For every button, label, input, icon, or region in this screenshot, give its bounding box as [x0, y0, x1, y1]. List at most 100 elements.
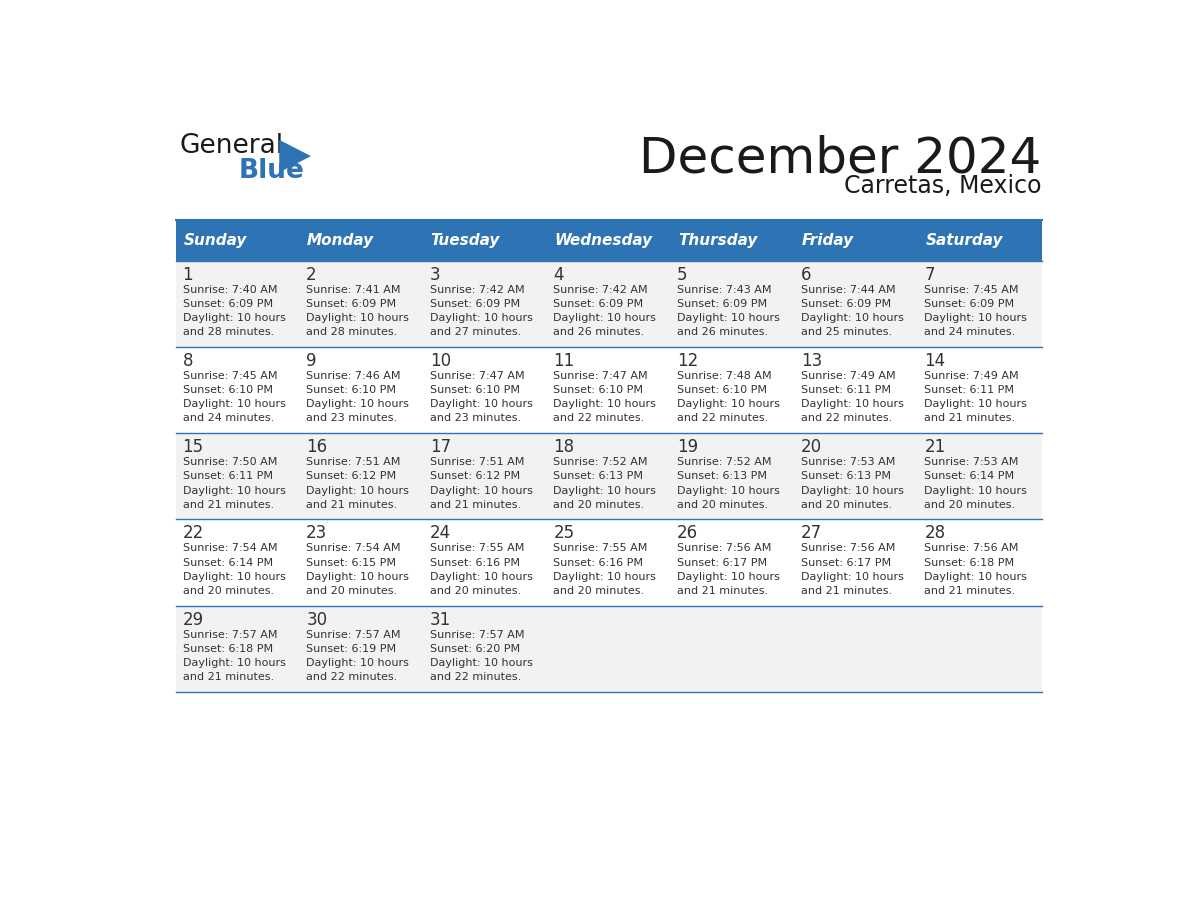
Text: Sunrise: 7:45 AM: Sunrise: 7:45 AM — [924, 285, 1019, 295]
Text: and 26 minutes.: and 26 minutes. — [554, 327, 645, 337]
Text: Sunrise: 7:57 AM: Sunrise: 7:57 AM — [183, 630, 277, 640]
Text: Sunrise: 7:47 AM: Sunrise: 7:47 AM — [430, 371, 524, 381]
Text: Sunset: 6:09 PM: Sunset: 6:09 PM — [677, 299, 767, 308]
Bar — [299, 433, 423, 520]
Bar — [176, 261, 299, 347]
Text: and 20 minutes.: and 20 minutes. — [554, 586, 645, 596]
Text: Sunset: 6:11 PM: Sunset: 6:11 PM — [924, 386, 1015, 395]
Text: Daylight: 10 hours: Daylight: 10 hours — [430, 572, 532, 582]
Text: Sunrise: 7:41 AM: Sunrise: 7:41 AM — [307, 285, 400, 295]
Text: Daylight: 10 hours: Daylight: 10 hours — [430, 399, 532, 409]
Text: and 22 minutes.: and 22 minutes. — [677, 413, 769, 423]
Text: Daylight: 10 hours: Daylight: 10 hours — [430, 658, 532, 668]
Text: and 20 minutes.: and 20 minutes. — [677, 499, 769, 509]
Bar — [546, 219, 671, 261]
Text: Sunset: 6:18 PM: Sunset: 6:18 PM — [183, 644, 273, 654]
Text: Sunrise: 7:50 AM: Sunrise: 7:50 AM — [183, 457, 277, 467]
Text: 9: 9 — [307, 352, 317, 370]
Text: Sunrise: 7:53 AM: Sunrise: 7:53 AM — [924, 457, 1019, 467]
Text: Sunset: 6:13 PM: Sunset: 6:13 PM — [801, 471, 891, 481]
Bar — [299, 520, 423, 606]
Text: and 23 minutes.: and 23 minutes. — [430, 413, 522, 423]
Text: and 21 minutes.: and 21 minutes. — [801, 586, 892, 596]
Text: Daylight: 10 hours: Daylight: 10 hours — [677, 486, 781, 496]
Bar — [546, 261, 671, 347]
Text: Daylight: 10 hours: Daylight: 10 hours — [307, 399, 409, 409]
Bar — [918, 520, 1042, 606]
Text: Sunset: 6:09 PM: Sunset: 6:09 PM — [554, 299, 644, 308]
Text: Monday: Monday — [308, 233, 374, 248]
Text: Blue: Blue — [239, 158, 304, 185]
Text: 8: 8 — [183, 352, 194, 370]
Text: and 20 minutes.: and 20 minutes. — [924, 499, 1016, 509]
Text: General: General — [179, 133, 284, 159]
Text: Daylight: 10 hours: Daylight: 10 hours — [430, 313, 532, 323]
Bar — [918, 433, 1042, 520]
Text: Daylight: 10 hours: Daylight: 10 hours — [430, 486, 532, 496]
Text: Sunset: 6:14 PM: Sunset: 6:14 PM — [924, 471, 1015, 481]
Text: 4: 4 — [554, 265, 564, 284]
Bar — [918, 261, 1042, 347]
Bar — [423, 606, 546, 692]
Text: Sunset: 6:19 PM: Sunset: 6:19 PM — [307, 644, 397, 654]
Text: Daylight: 10 hours: Daylight: 10 hours — [183, 572, 285, 582]
Text: Daylight: 10 hours: Daylight: 10 hours — [307, 313, 409, 323]
Text: 20: 20 — [801, 438, 822, 456]
Text: Sunrise: 7:57 AM: Sunrise: 7:57 AM — [430, 630, 524, 640]
Text: and 21 minutes.: and 21 minutes. — [677, 586, 769, 596]
Bar — [671, 520, 795, 606]
Text: 17: 17 — [430, 438, 451, 456]
Text: and 26 minutes.: and 26 minutes. — [677, 327, 769, 337]
Text: Sunday: Sunday — [183, 233, 247, 248]
Text: and 20 minutes.: and 20 minutes. — [183, 586, 273, 596]
Text: 6: 6 — [801, 265, 811, 284]
Text: and 22 minutes.: and 22 minutes. — [307, 672, 398, 682]
Text: Sunrise: 7:48 AM: Sunrise: 7:48 AM — [677, 371, 772, 381]
Text: Daylight: 10 hours: Daylight: 10 hours — [801, 486, 904, 496]
Text: Sunrise: 7:55 AM: Sunrise: 7:55 AM — [430, 543, 524, 554]
Text: Sunrise: 7:51 AM: Sunrise: 7:51 AM — [430, 457, 524, 467]
Text: Daylight: 10 hours: Daylight: 10 hours — [801, 399, 904, 409]
Text: and 22 minutes.: and 22 minutes. — [554, 413, 645, 423]
Bar — [795, 520, 918, 606]
Text: 16: 16 — [307, 438, 328, 456]
Text: Daylight: 10 hours: Daylight: 10 hours — [924, 572, 1028, 582]
Text: Sunset: 6:10 PM: Sunset: 6:10 PM — [183, 386, 272, 395]
Text: 3: 3 — [430, 265, 441, 284]
Text: Sunrise: 7:57 AM: Sunrise: 7:57 AM — [307, 630, 400, 640]
Bar — [176, 347, 299, 433]
Bar — [423, 520, 546, 606]
Text: Daylight: 10 hours: Daylight: 10 hours — [801, 313, 904, 323]
Text: Wednesday: Wednesday — [555, 233, 652, 248]
Bar — [176, 606, 299, 692]
Text: 19: 19 — [677, 438, 699, 456]
Bar — [918, 347, 1042, 433]
Text: 29: 29 — [183, 610, 203, 629]
Bar — [795, 606, 918, 692]
Text: Sunrise: 7:47 AM: Sunrise: 7:47 AM — [554, 371, 649, 381]
Text: and 21 minutes.: and 21 minutes. — [183, 672, 273, 682]
Text: 14: 14 — [924, 352, 946, 370]
Text: 30: 30 — [307, 610, 328, 629]
Text: and 21 minutes.: and 21 minutes. — [307, 499, 397, 509]
Text: Sunset: 6:16 PM: Sunset: 6:16 PM — [554, 557, 644, 567]
Text: and 20 minutes.: and 20 minutes. — [554, 499, 645, 509]
Bar — [423, 261, 546, 347]
Text: Sunrise: 7:56 AM: Sunrise: 7:56 AM — [677, 543, 771, 554]
Text: 25: 25 — [554, 524, 575, 543]
Text: Sunrise: 7:55 AM: Sunrise: 7:55 AM — [554, 543, 647, 554]
Text: Carretas, Mexico: Carretas, Mexico — [845, 174, 1042, 197]
Text: Daylight: 10 hours: Daylight: 10 hours — [183, 313, 285, 323]
Text: 21: 21 — [924, 438, 946, 456]
Text: 5: 5 — [677, 265, 688, 284]
Text: Sunrise: 7:42 AM: Sunrise: 7:42 AM — [554, 285, 649, 295]
Text: 18: 18 — [554, 438, 575, 456]
Text: Daylight: 10 hours: Daylight: 10 hours — [677, 399, 781, 409]
Text: Sunset: 6:17 PM: Sunset: 6:17 PM — [801, 557, 891, 567]
Text: and 22 minutes.: and 22 minutes. — [801, 413, 892, 423]
Text: Sunset: 6:09 PM: Sunset: 6:09 PM — [924, 299, 1015, 308]
Bar — [795, 433, 918, 520]
Text: 22: 22 — [183, 524, 204, 543]
Text: Daylight: 10 hours: Daylight: 10 hours — [924, 313, 1028, 323]
Bar — [671, 606, 795, 692]
